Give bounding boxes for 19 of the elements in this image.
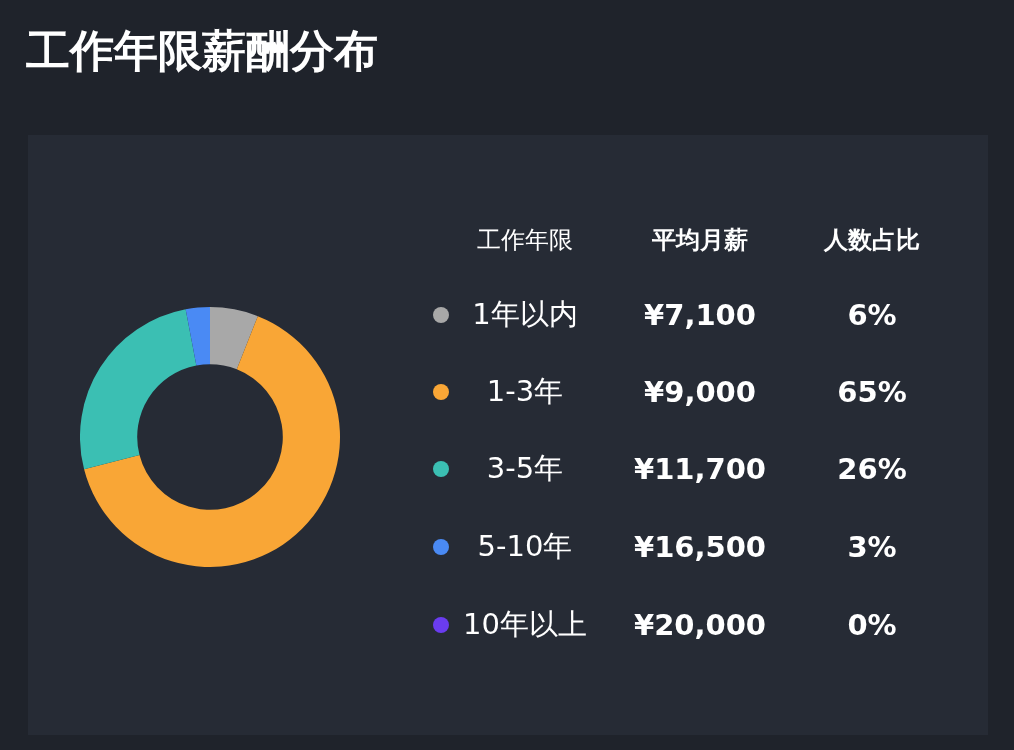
text: ¥9,000 [644,375,756,409]
data-label: 26% [837,452,907,486]
text: 0% [847,608,897,642]
text: 平均月薪 [652,225,748,256]
legend-label: 3-5年 [486,450,564,487]
text: ¥20,000 [633,608,767,642]
legend-title: 工作年限 [477,225,573,256]
text: ¥16,500 [633,530,767,564]
text: ¥11,700 [633,452,767,486]
legend-label: 5-10年 [477,528,573,565]
text: ¥7,100 [644,298,756,332]
legend-label: 1-3年 [486,373,564,410]
legend-label: 10年以上 [463,606,587,643]
text: 人数占比 [824,225,920,256]
legend-label: 1年以内 [472,296,578,333]
data-label: 6% [847,298,897,332]
data-label: 65% [837,375,907,409]
data-label: 3% [847,530,897,564]
chart-title: 工作年限薪酬分布 [26,24,378,78]
